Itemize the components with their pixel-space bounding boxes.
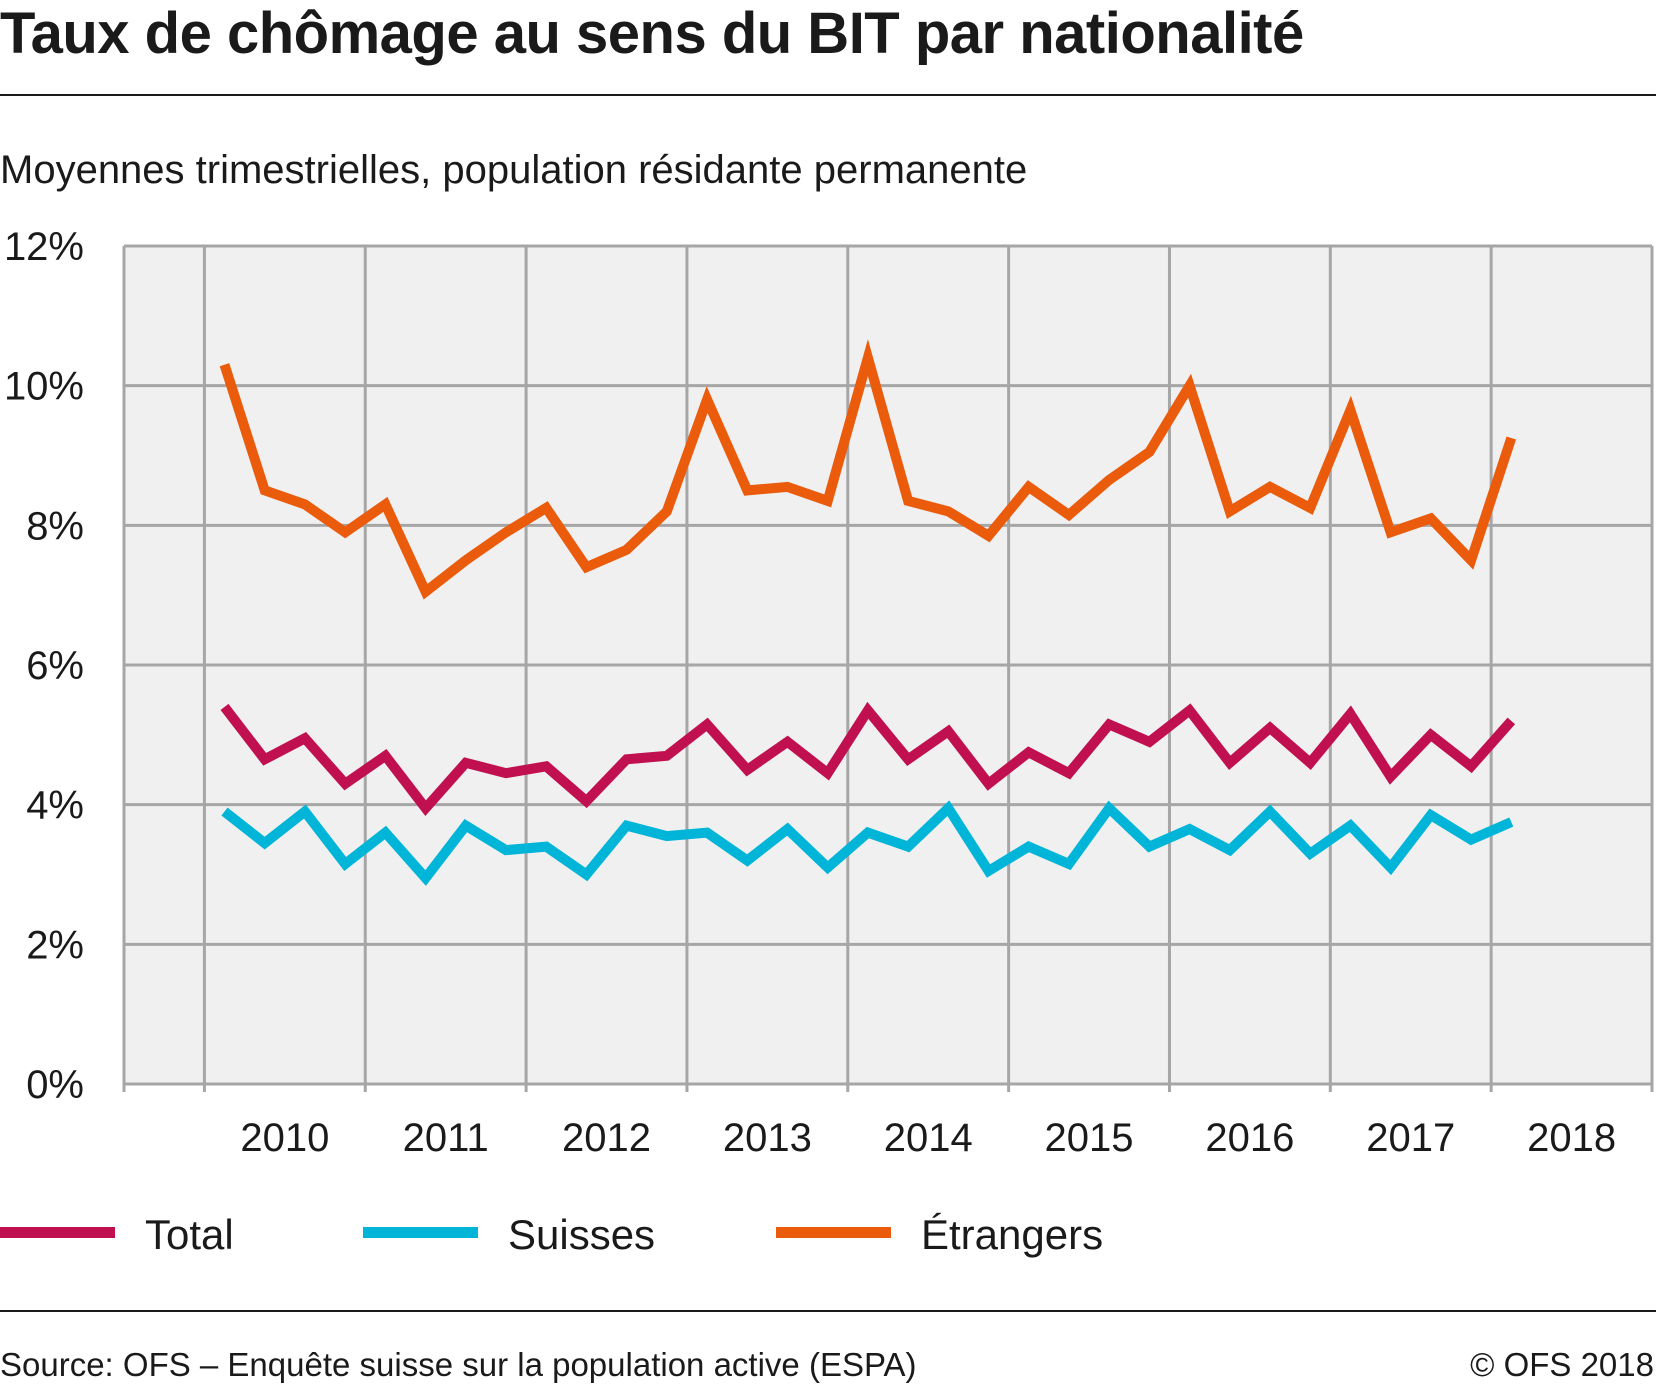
legend-swatch-etrangers xyxy=(776,1227,891,1238)
legend-label-suisses: Suisses xyxy=(508,1211,656,1258)
y-tick-label: 12% xyxy=(4,225,84,269)
y-tick-label: 6% xyxy=(26,644,84,688)
x-tick-label: 2015 xyxy=(1045,1116,1134,1160)
source-note: Source: OFS – Enquête suisse sur la popu… xyxy=(0,1346,917,1383)
x-tick-label: 2013 xyxy=(723,1116,812,1160)
legend-label-total: Total xyxy=(145,1211,234,1258)
copyright-note: © OFS 2018 xyxy=(1470,1346,1654,1383)
y-tick-label: 0% xyxy=(26,1063,84,1107)
y-tick-label: 2% xyxy=(26,923,84,967)
legend-swatch-suisses xyxy=(363,1227,478,1238)
y-tick-label: 4% xyxy=(26,784,84,828)
series-line-etrangers xyxy=(219,339,1517,600)
legend-swatch-total xyxy=(0,1227,115,1238)
legend-label-etrangers: Étrangers xyxy=(921,1211,1104,1258)
x-tick-label: 2016 xyxy=(1205,1116,1294,1160)
x-tick-label: 2014 xyxy=(884,1116,973,1160)
series-line-suisses xyxy=(221,800,1514,886)
title-rule xyxy=(0,94,1656,96)
footer-rule xyxy=(0,1310,1656,1312)
x-tick-label: 2012 xyxy=(562,1116,651,1160)
chart-title: Taux de chômage au sens du BIT par natio… xyxy=(0,1,1304,66)
x-tick-label: 2017 xyxy=(1366,1116,1455,1160)
x-tick-label: 2011 xyxy=(403,1116,489,1160)
y-tick-label: 10% xyxy=(4,365,84,409)
y-tick-label: 8% xyxy=(26,504,84,548)
series-line-total xyxy=(220,701,1516,817)
x-tick-label: 2018 xyxy=(1527,1116,1616,1160)
x-tick-label: 2010 xyxy=(240,1116,329,1160)
chart-subtitle: Moyennes trimestrielles, population rési… xyxy=(0,148,1028,192)
line-chart: 0% 2% 4% 6% 8% 10% 12% 2010 2011 2012 2013 2014 2015… xyxy=(4,225,1654,1160)
